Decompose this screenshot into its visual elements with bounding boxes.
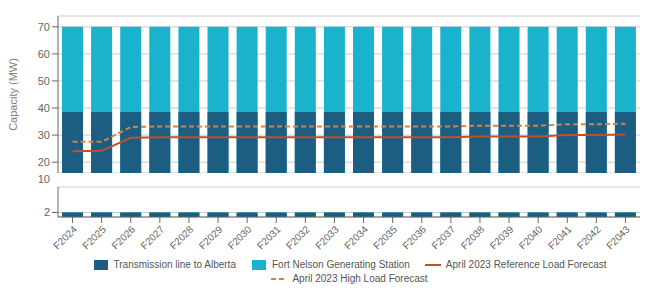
svg-text:F2027: F2027 [138, 223, 166, 251]
svg-text:2: 2 [44, 206, 50, 218]
svg-text:F2032: F2032 [284, 223, 312, 251]
svg-text:F2041: F2041 [546, 223, 574, 251]
svg-text:F2026: F2026 [109, 223, 137, 251]
svg-text:F2024: F2024 [51, 223, 79, 251]
svg-text:F2036: F2036 [400, 223, 428, 251]
svg-text:F2042: F2042 [575, 223, 603, 251]
svg-text:F2033: F2033 [313, 223, 341, 251]
svg-text:F2028: F2028 [168, 223, 196, 251]
svg-text:F2038: F2038 [459, 223, 487, 251]
svg-text:F2035: F2035 [371, 223, 399, 251]
svg-text:F2025: F2025 [80, 223, 108, 251]
svg-text:F2034: F2034 [342, 223, 370, 251]
svg-text:F2031: F2031 [255, 223, 283, 251]
svg-text:F2040: F2040 [517, 223, 545, 251]
svg-text:60: 60 [38, 48, 50, 60]
svg-text:F2043: F2043 [604, 223, 632, 251]
svg-text:F2039: F2039 [488, 223, 516, 251]
html-text:April 2023 Reference Load Fore: April 2023 Reference Load Forecast [445, 259, 607, 270]
html-text:Transmission line to Alberta: Transmission line to Alberta [113, 259, 236, 270]
svg-text:20: 20 [38, 156, 50, 168]
svg-text:30: 30 [38, 129, 50, 141]
html-text:April 2023 High Load Forecast: April 2023 High Load Forecast [292, 273, 428, 284]
html-text:Fort Nelson Generating Station: Fort Nelson Generating Station [272, 259, 410, 270]
svg-text:50: 50 [38, 75, 50, 87]
svg-text:40: 40 [38, 102, 50, 114]
svg-text:Capacity (MW): Capacity (MW) [8, 58, 19, 131]
svg-text:F2037: F2037 [429, 223, 457, 251]
svg-text:70: 70 [38, 21, 50, 33]
svg-text:F2029: F2029 [197, 223, 225, 251]
html-text:10: 10 [37, 173, 50, 185]
svg-text:F2030: F2030 [226, 223, 254, 251]
